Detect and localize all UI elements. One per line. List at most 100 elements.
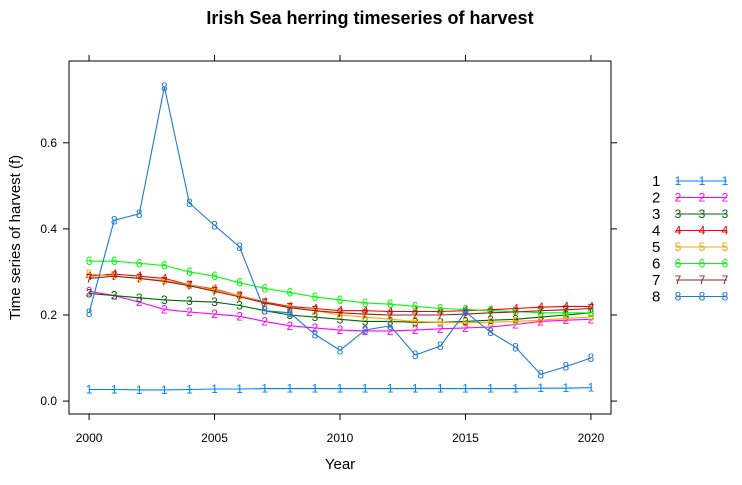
- legend: 1 1 1 12 2 2 23 3 3 34 4 4 45 5 5 56 6 6 67 7 7 78 8 8 8: [652, 173, 729, 306]
- data-point: 7: [562, 303, 569, 317]
- legend-marker: 7: [675, 273, 682, 287]
- data-point: 6: [487, 304, 494, 318]
- data-point: 5: [86, 267, 93, 281]
- data-point: 7: [537, 304, 544, 318]
- legend-label: 2: [652, 190, 660, 207]
- legend-marker: 7: [699, 273, 706, 287]
- data-point: 3: [337, 312, 344, 326]
- data-point: 4: [512, 302, 519, 316]
- y-tick-label: 0.0: [40, 394, 57, 408]
- data-point: 7: [337, 306, 344, 320]
- data-point: 2: [562, 313, 569, 327]
- data-point: 6: [562, 306, 569, 320]
- data-point: 8: [512, 340, 519, 354]
- legend-label: 5: [652, 239, 660, 256]
- data-point: 3: [562, 308, 569, 322]
- data-point: 7: [412, 308, 419, 322]
- data-point: 1: [312, 382, 319, 396]
- legend-marker: 8: [699, 290, 706, 304]
- data-point: 7: [387, 308, 394, 322]
- data-point: 4: [86, 269, 93, 283]
- series-group: 1 1 1 1 1 1 1 1 1 1 1 1 1 1 1 1 1 1 1 1 1 2 2 2 2 2 2 2 2 2 2 2 2 2 2 2 2 2 2 2…: [86, 80, 595, 397]
- legend-item: 6 6 6 6: [652, 256, 729, 273]
- data-point: 8: [537, 367, 544, 381]
- plot-frame: [68, 60, 612, 415]
- data-point: 3: [387, 314, 394, 328]
- data-point: 8: [487, 325, 494, 339]
- data-point: 6: [537, 306, 544, 320]
- series-8: 8 8 8 8 8 8 8 8 8 8 8 8 8 8 8 8 8 8 8 8 8: [86, 80, 595, 382]
- data-point: 5: [437, 315, 444, 329]
- legend-label: 8: [652, 289, 660, 306]
- data-point: 5: [588, 310, 595, 324]
- legend-marker: 8: [722, 290, 729, 304]
- data-point: 5: [462, 316, 469, 330]
- data-point: 6: [236, 276, 243, 290]
- data-point: 1: [261, 382, 268, 396]
- x-tick-label: 2020: [578, 431, 605, 445]
- data-point: 2: [236, 309, 243, 323]
- data-point: 2: [437, 322, 444, 336]
- data-point: 6: [136, 256, 143, 270]
- legend-marker: 6: [722, 257, 729, 271]
- x-tick-label: 2005: [201, 431, 228, 445]
- legend-marker: 3: [675, 207, 682, 221]
- data-point: 8: [412, 348, 419, 362]
- axis-ticks: 2000 2005 2010 2015 2020 0.0 0.2 0.4 0.6: [40, 55, 617, 445]
- data-point: 4: [437, 305, 444, 319]
- data-point: 6: [86, 254, 93, 268]
- data-point: 4: [286, 299, 293, 313]
- data-point: 4: [462, 304, 469, 318]
- legend-label: 1: [652, 173, 660, 190]
- data-point: 3: [111, 289, 118, 303]
- legend-marker: 2: [699, 191, 706, 205]
- data-point: 4: [211, 282, 218, 296]
- legend-label: 6: [652, 256, 660, 273]
- data-point: 1: [537, 381, 544, 395]
- legend-marker: 1: [722, 174, 729, 188]
- data-point: 1: [236, 382, 243, 396]
- data-point: 7: [111, 269, 118, 283]
- data-point: 3: [211, 295, 218, 309]
- data-point: 4: [588, 299, 595, 313]
- data-point: 6: [588, 306, 595, 320]
- data-point: 8: [211, 218, 218, 232]
- legend-item: 5 5 5 5: [652, 239, 729, 256]
- legend-marker: 4: [675, 224, 682, 238]
- data-point: 2: [312, 321, 319, 335]
- data-point: 4: [161, 271, 168, 285]
- legend-marker: 5: [699, 240, 706, 254]
- data-point: 8: [562, 360, 569, 374]
- series-1: 1 1 1 1 1 1 1 1 1 1 1 1 1 1 1 1 1 1 1 1 1: [86, 381, 595, 397]
- legend-marker: 4: [699, 224, 706, 238]
- data-point: 7: [588, 302, 595, 316]
- data-point: 3: [537, 310, 544, 324]
- data-point: 6: [186, 265, 193, 279]
- data-point: 7: [236, 290, 243, 304]
- data-point: 1: [562, 381, 569, 395]
- legend-marker: 2: [722, 191, 729, 205]
- data-point: 2: [537, 314, 544, 328]
- data-point: 2: [588, 312, 595, 326]
- data-point: 2: [86, 284, 93, 298]
- data-point: 5: [387, 312, 394, 326]
- data-point: 7: [286, 301, 293, 315]
- x-axis-label: Year: [325, 456, 355, 473]
- data-point: 2: [412, 323, 419, 337]
- data-point: 5: [236, 289, 243, 303]
- data-point: 1: [111, 382, 118, 396]
- data-point: 6: [211, 269, 218, 283]
- data-point: 5: [161, 274, 168, 288]
- legend-label: 7: [652, 272, 660, 289]
- legend-item: 3 3 3 3: [652, 206, 729, 223]
- data-point: 1: [512, 382, 519, 396]
- legend-label: 4: [652, 223, 660, 240]
- data-point: 6: [437, 302, 444, 316]
- data-point: 5: [562, 311, 569, 325]
- data-point: 7: [312, 304, 319, 318]
- series-7: 7 7 7 7 7 7 7 7 7 7 7 7 7 7 7 7 7 7 7 7 7: [86, 269, 595, 322]
- data-point: 3: [86, 286, 93, 300]
- y-tick-label: 0.4: [40, 222, 57, 236]
- data-point: 5: [211, 283, 218, 297]
